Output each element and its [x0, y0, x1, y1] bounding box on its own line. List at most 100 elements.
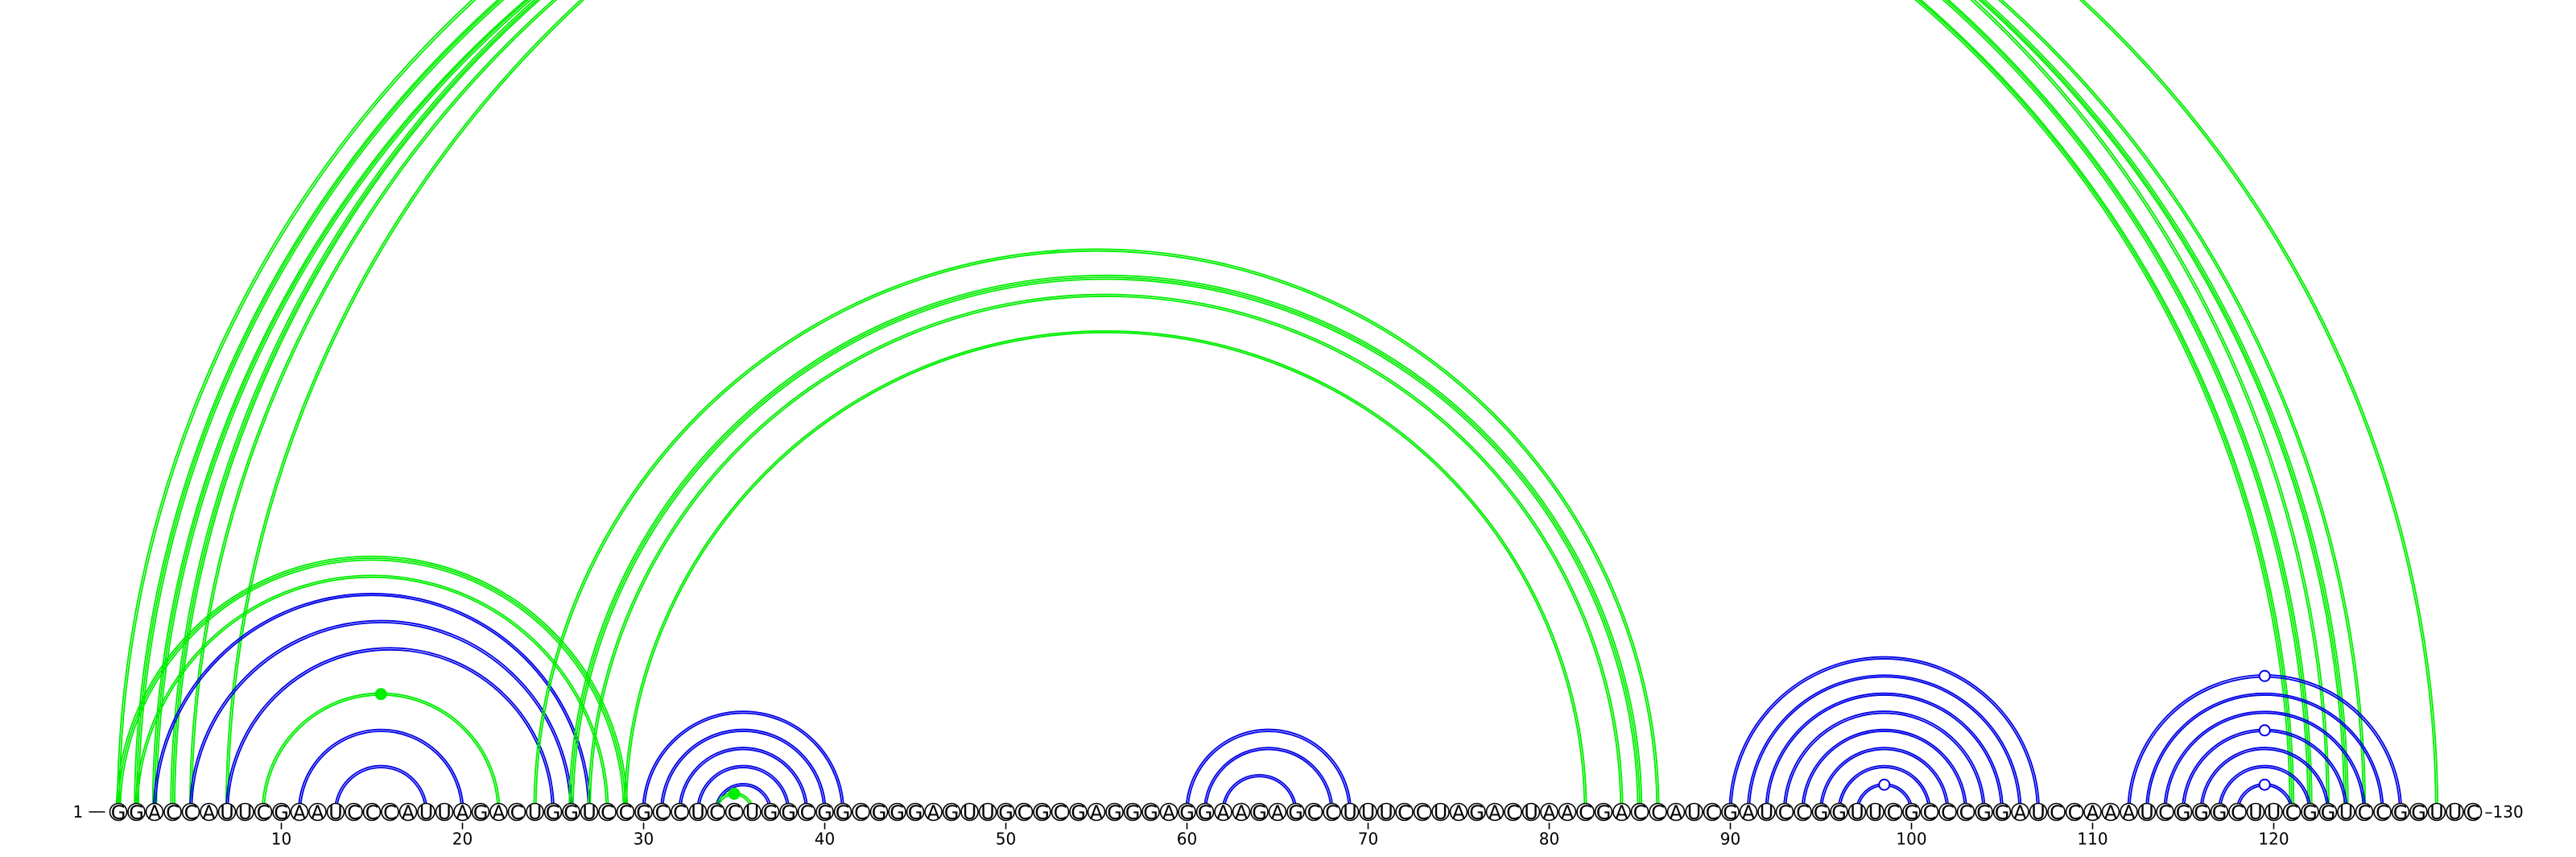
base-pair-arc	[154, 0, 2293, 813]
base-pair-arc	[589, 296, 1622, 813]
nucleotide-letter: C	[1941, 801, 1955, 824]
nucleotide-letter: A	[1615, 801, 1629, 824]
nucleotide: U	[2427, 801, 2446, 824]
nucleotide-letter: G	[1179, 801, 1195, 824]
nucleotide-circle	[1685, 802, 1703, 822]
nucleotide: G	[471, 801, 490, 824]
nucleotide-letter: C	[1325, 801, 1339, 824]
axis-tick-label: 60	[1177, 830, 1197, 849]
nucleotide-circle	[1250, 802, 1269, 822]
nucleotide-letter: A	[927, 801, 940, 824]
nucleotide-circle	[2301, 802, 2319, 822]
nucleotide-circle	[1794, 802, 1812, 822]
base-pair-arc	[568, 274, 1643, 813]
nucleotide-circle	[1159, 802, 1179, 822]
nucleotide-letter: U	[1868, 801, 1883, 824]
nucleotide: G	[1992, 801, 2012, 824]
nucleotide-circle	[707, 802, 725, 822]
base-pair-arc	[2199, 747, 2330, 813]
arc-markers	[374, 669, 2271, 800]
nucleotide: U	[2029, 801, 2048, 824]
nucleotide-letter: U	[963, 801, 977, 824]
nucleotide: U	[217, 801, 237, 824]
nucleotide-circle	[1214, 802, 1232, 822]
base-pair-arc	[1782, 710, 1986, 813]
nucleotide-circle	[1431, 802, 1450, 822]
axis-tick-label: 80	[1539, 830, 1559, 849]
nucleotide-letter: C	[2068, 801, 2082, 824]
nucleotide-letter: G	[2176, 801, 2191, 824]
nucleotide-circle	[652, 802, 671, 822]
nucleotide: G	[1594, 801, 1613, 824]
nucleotide: G	[815, 801, 834, 824]
nucleotide: A	[308, 801, 327, 824]
nucleotide: C	[797, 801, 816, 824]
base-pair-arc	[1802, 731, 1966, 813]
nucleotide-letter: G	[2393, 801, 2409, 824]
nucleotide-letter: G	[1904, 801, 1919, 824]
nucleotide: C	[652, 801, 671, 824]
nucleotide-circle	[1521, 802, 1541, 822]
nucleotide-letter: G	[817, 801, 832, 824]
nucleotide-letter: G	[1469, 801, 1484, 824]
nucleotide-letter: C	[1959, 801, 1973, 824]
nucleotide-letter: U	[220, 801, 234, 824]
nucleotide-letter: C	[166, 801, 180, 824]
base-pair-arc	[227, 648, 553, 813]
nucleotide-circle	[1286, 802, 1305, 822]
base-pair-arc	[2163, 710, 2367, 813]
nucleotide-circle	[2282, 802, 2301, 822]
nucleotide: G	[1975, 801, 1993, 824]
nucleotide-circle	[562, 802, 580, 822]
axis-tick-label: 120	[2258, 830, 2289, 849]
nucleotide: C	[1956, 801, 1975, 824]
axis-tick-label: 10	[271, 830, 291, 849]
arc-apex-marker	[1878, 778, 1891, 791]
nucleotide: C	[1395, 801, 1414, 824]
nucleotide-circle	[2337, 802, 2355, 822]
nucleotide-letter: C	[510, 801, 524, 824]
nucleotide-letter: U	[2031, 801, 2046, 824]
base-pair-arc	[623, 329, 1587, 813]
nucleotide-circle	[2264, 802, 2283, 822]
nucleotide: G	[1286, 801, 1305, 824]
nucleotide-letter: A	[2104, 801, 2118, 824]
nucleotide: C	[2047, 801, 2066, 824]
nucleotide: C	[1703, 801, 1722, 824]
nucleotide-letter: G	[1107, 801, 1122, 824]
nucleotide-letter: C	[1416, 801, 1430, 824]
nucleotide: C	[1649, 801, 1667, 824]
nucleotide-letter: A	[1271, 801, 1285, 824]
axis-tick-label: 50	[996, 830, 1016, 849]
nucleotide-letter: A	[1561, 801, 1575, 824]
nucleotide-circle	[1105, 802, 1124, 822]
nucleotide-circle	[200, 802, 218, 822]
nucleotide: C	[2065, 801, 2084, 824]
nucleotide-circle	[1649, 802, 1667, 822]
nucleotide-letter: G	[2302, 801, 2318, 824]
nucleotide-letter: A	[456, 801, 469, 824]
nucleotide-letter: A	[1090, 801, 1104, 824]
nucleotide: G	[1178, 801, 1196, 824]
nucleotide-letter: C	[184, 801, 198, 824]
nucleotide-letter: U	[2339, 801, 2354, 824]
nucleotide-letter: C	[365, 801, 379, 824]
nucleotide: C	[1323, 801, 1341, 824]
nucleotide-circle	[906, 802, 925, 822]
nucleotide-circle	[127, 802, 146, 822]
nucleotide-circle	[688, 802, 708, 822]
nucleotide: U	[978, 801, 997, 824]
nucleotide-circle	[960, 802, 979, 822]
nucleotide-circle	[2156, 802, 2174, 822]
base-pair-arc	[1728, 656, 2041, 813]
base-pair-arc	[1837, 764, 1932, 813]
nucleotide-letter: U	[2267, 801, 2281, 824]
nucleotide-letter: A	[311, 801, 324, 824]
nucleotide-letter: A	[1216, 801, 1230, 824]
nucleotide-letter: G	[872, 801, 887, 824]
nucleotide: G	[906, 801, 925, 824]
nucleotide-letter: A	[1542, 801, 1556, 824]
nucleotide: C	[1630, 801, 1649, 824]
nucleotide-letter: G	[129, 801, 144, 824]
nucleotide-circle	[1359, 802, 1377, 822]
